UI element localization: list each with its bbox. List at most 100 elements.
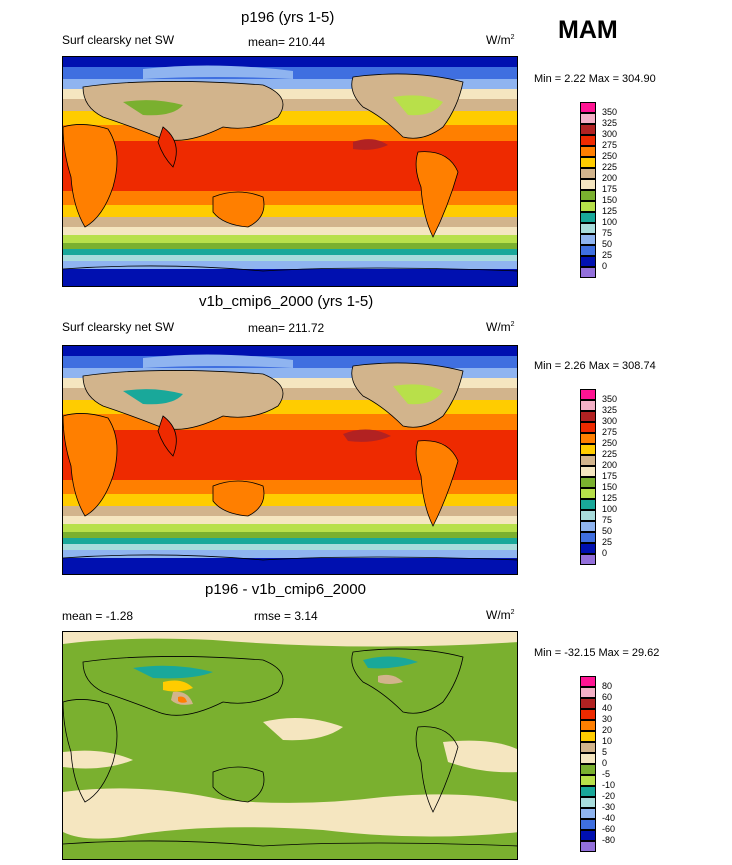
legend-label: 225 (602, 449, 618, 459)
legend-label: 0 (602, 261, 608, 271)
legend-swatch (580, 720, 596, 731)
legend-label: 225 (602, 162, 618, 172)
mean-label: mean= 211.72 (248, 321, 325, 335)
rmse-label: rmse = 3.14 (254, 609, 318, 623)
legend-label: 175 (602, 184, 618, 194)
legend-swatch (580, 676, 596, 687)
legend-label: 75 (602, 515, 613, 525)
legend-swatch (580, 234, 596, 245)
legend-label: -60 (602, 824, 616, 834)
legend-swatch (580, 731, 596, 742)
panel-title: v1b_cmip6_2000 (yrs 1-5) (199, 293, 374, 310)
legend-swatch (580, 786, 596, 797)
min-max-label: Min = -32.15 Max = 29.62 (534, 647, 660, 659)
legend-label: 125 (602, 206, 618, 216)
legend-swatch (580, 389, 596, 400)
legend-label: -80 (602, 835, 616, 845)
legend-swatch (580, 808, 596, 819)
legend-swatch (580, 433, 596, 444)
field-label: Surf clearsky net SW (62, 33, 175, 47)
legend-swatch (580, 466, 596, 477)
legend-label: 175 (602, 471, 618, 481)
legend-swatch (580, 267, 596, 278)
map-panel-difference (62, 631, 518, 860)
legend-swatch (580, 135, 596, 146)
legend-label: 275 (602, 427, 618, 437)
legend-swatch (580, 102, 596, 113)
map-panel-control (62, 345, 518, 575)
legend-label: 150 (602, 482, 618, 492)
legend-swatch (580, 742, 596, 753)
units-label: W/m2 (486, 33, 515, 47)
legend-label: 50 (602, 239, 613, 249)
legend-swatch (580, 687, 596, 698)
legend-label: 80 (602, 681, 613, 691)
legend-label: 300 (602, 416, 618, 426)
legend-label: 250 (602, 151, 618, 161)
legend-label: 0 (602, 758, 608, 768)
legend-swatch (580, 532, 596, 543)
legend-label: 150 (602, 195, 618, 205)
legend-label: 100 (602, 504, 618, 514)
legend-swatch (580, 201, 596, 212)
legend-label: 200 (602, 173, 618, 183)
legend-label: 300 (602, 129, 618, 139)
legend-swatch (580, 190, 596, 201)
field-map (63, 346, 517, 574)
map-panel-model (62, 56, 518, 287)
legend-swatch (580, 543, 596, 554)
legend-label: 200 (602, 460, 618, 470)
legend-label: -20 (602, 791, 616, 801)
legend-label: 25 (602, 250, 613, 260)
legend-swatch (580, 400, 596, 411)
legend-swatch (580, 698, 596, 709)
season-label: MAM (558, 16, 618, 44)
units-label: W/m2 (486, 608, 515, 622)
legend-swatch (580, 499, 596, 510)
legend-label: 325 (602, 405, 618, 415)
legend-label: -30 (602, 802, 616, 812)
legend-swatch (580, 256, 596, 267)
legend-label: 10 (602, 736, 613, 746)
legend-swatch (580, 753, 596, 764)
field-label: Surf clearsky net SW (62, 320, 175, 334)
legend-label: 350 (602, 394, 618, 404)
legend-label: 75 (602, 228, 613, 238)
legend-swatch (580, 168, 596, 179)
legend-label: 350 (602, 107, 618, 117)
field-map (63, 57, 517, 286)
legend-swatch (580, 510, 596, 521)
legend-label: -10 (602, 780, 616, 790)
legend-label: 30 (602, 714, 613, 724)
legend-swatch (580, 157, 596, 168)
legend-label: 125 (602, 493, 618, 503)
legend-label: 40 (602, 703, 613, 713)
mean-label: mean = -1.28 (62, 609, 134, 623)
legend-swatch (580, 764, 596, 775)
legend-swatch (580, 113, 596, 124)
legend-swatch (580, 212, 596, 223)
legend-swatch (580, 554, 596, 565)
panel-title: p196 - v1b_cmip6_2000 (205, 581, 366, 598)
legend-label: 100 (602, 217, 618, 227)
legend-swatch (580, 819, 596, 830)
legend-swatch (580, 477, 596, 488)
legend-label: 25 (602, 537, 613, 547)
legend-swatch (580, 841, 596, 852)
legend-swatch (580, 223, 596, 234)
legend-swatch (580, 245, 596, 256)
legend-swatch (580, 124, 596, 135)
legend-label: 50 (602, 526, 613, 536)
legend-label: 20 (602, 725, 613, 735)
legend-swatch (580, 179, 596, 190)
legend-label: 0 (602, 548, 608, 558)
legend-label: 60 (602, 692, 613, 702)
units-label: W/m2 (486, 320, 515, 334)
legend-label: 275 (602, 140, 618, 150)
legend-swatch (580, 775, 596, 786)
legend-label: -5 (602, 769, 611, 779)
legend-swatch (580, 521, 596, 532)
legend-swatch (580, 488, 596, 499)
legend-label: -40 (602, 813, 616, 823)
legend-label: 5 (602, 747, 608, 757)
